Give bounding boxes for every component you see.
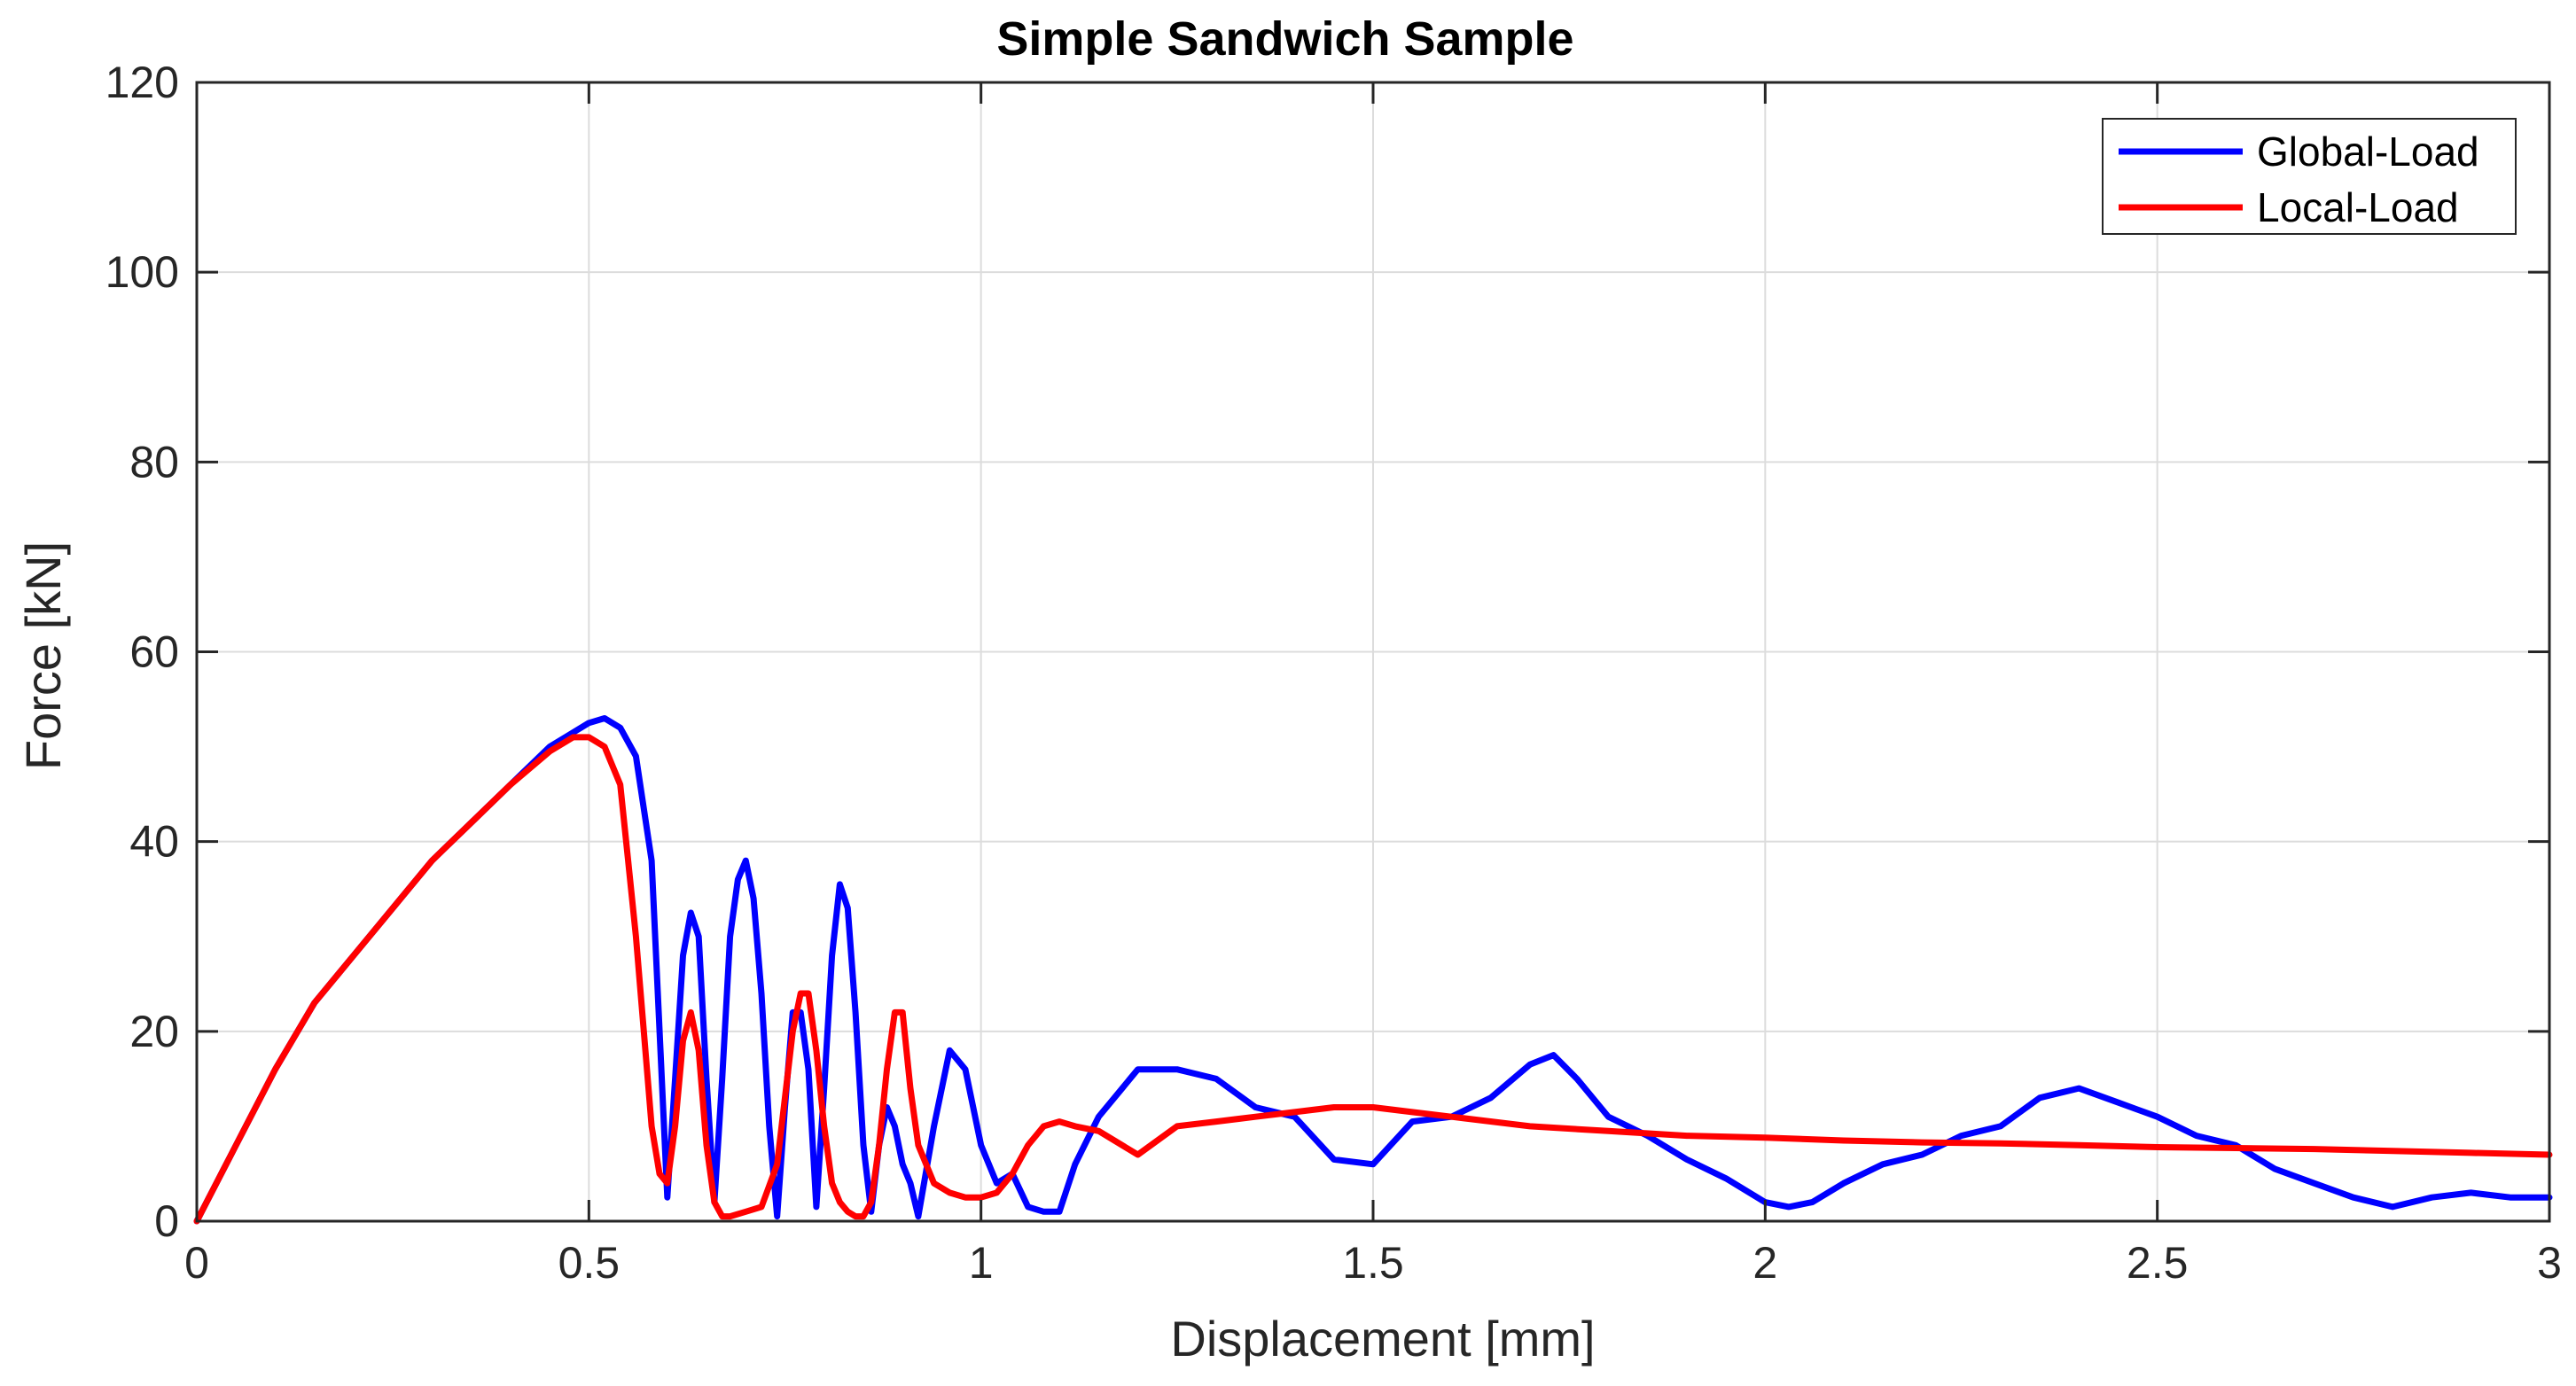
y-tick-label: 20 xyxy=(129,1007,179,1056)
x-tick-label: 1.5 xyxy=(1342,1238,1404,1288)
y-tick-label: 80 xyxy=(129,437,179,487)
y-tick-label: 0 xyxy=(154,1196,179,1246)
series-line-local-load xyxy=(193,734,2553,1225)
x-tick-label: 1 xyxy=(969,1238,994,1288)
axis-ticks: 0 0.5 1 1.5 2 2.5 3 0 20 40 60 80 100 120 xyxy=(105,58,2562,1288)
y-tick-label: 60 xyxy=(129,627,179,677)
chart-title: Simple Sandwich Sample xyxy=(996,12,1573,66)
series-layer xyxy=(193,715,2553,1225)
series-line-global-load xyxy=(193,715,2553,1225)
x-axis-title: Displacement [mm] xyxy=(1170,1311,1595,1367)
legend-box xyxy=(2102,118,2517,235)
grid-lines xyxy=(196,82,2550,1222)
x-tick-label: 2 xyxy=(1752,1238,1777,1288)
y-tick-label: 100 xyxy=(105,247,179,297)
legend-label-global-load: Global-Load xyxy=(2257,128,2479,175)
y-axis-title: Force [kN] xyxy=(15,541,71,770)
x-tick-label: 2.5 xyxy=(2127,1238,2189,1288)
y-tick-label: 40 xyxy=(129,817,179,867)
y-tick-label: 120 xyxy=(105,58,179,107)
x-tick-label: 3 xyxy=(2537,1238,2562,1288)
x-tick-label: 0.5 xyxy=(558,1238,621,1288)
x-tick-label: 0 xyxy=(184,1238,209,1288)
legend-label-local-load: Local-Load xyxy=(2257,184,2459,230)
legend: Global-Load Local-Load xyxy=(2102,118,2517,235)
